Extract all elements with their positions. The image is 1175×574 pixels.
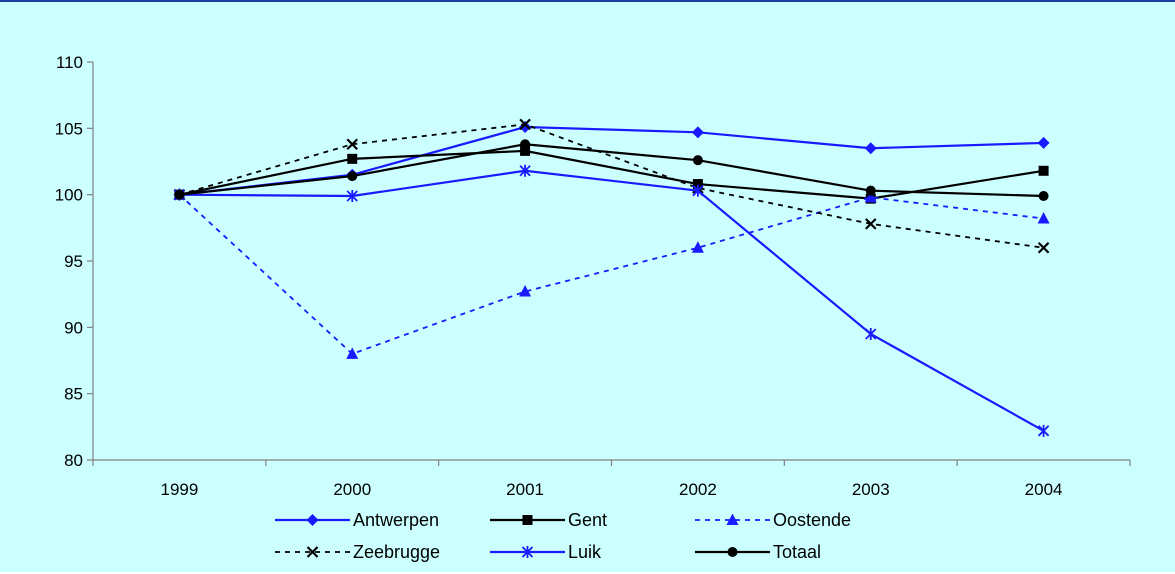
data-point-luik [692, 184, 704, 197]
series-line-zeebrugge [179, 123, 1044, 249]
data-point-oostende [519, 285, 532, 297]
legend-label-zeebrugge: Zeebrugge [353, 542, 440, 562]
data-point-zeebrugge [864, 218, 877, 230]
data-point-luik [1037, 424, 1050, 437]
data-point-totaal [520, 139, 531, 150]
legend-swatch-marker [521, 546, 534, 558]
data-point-zeebrugge [519, 118, 531, 131]
data-point-totaal [865, 185, 876, 196]
legend-label-antwerpen: Antwerpen [353, 510, 439, 530]
legend-item-gent: Gent [490, 510, 607, 530]
data-point-oostende [864, 190, 877, 203]
legend-item-zeebrugge: Zeebrugge [275, 542, 440, 562]
legend-item-luik: Luik [490, 542, 602, 562]
series-line-antwerpen [179, 125, 1044, 196]
series-line-oostende [178, 194, 1044, 355]
y-tick-label: 95 [64, 252, 83, 271]
y-tick-label: 85 [64, 385, 83, 404]
series-line-luik [179, 169, 1045, 432]
legend-label-totaal: Totaal [773, 542, 821, 562]
legend-label-gent: Gent [568, 510, 607, 530]
legend-label-oostende: Oostende [773, 510, 851, 530]
data-point-antwerpen [1037, 136, 1050, 149]
data-point-totaal [347, 171, 358, 182]
series-antwerpen [173, 121, 1050, 201]
y-tick-label: 80 [64, 451, 83, 470]
axes: 80 85 90 95 100 105 110 1999 2000 2001 2002 2003 200… [55, 53, 1131, 499]
data-point-antwerpen [691, 126, 704, 139]
data-point-gent [347, 153, 358, 164]
data-point-zeebrugge [1037, 241, 1050, 254]
data-point-oostende [1037, 212, 1050, 224]
legend-item-antwerpen: Antwerpen [275, 510, 439, 530]
x-tick-label: 2000 [333, 480, 371, 499]
x-tick-label: 2004 [1025, 480, 1063, 499]
legend-swatch-marker [306, 514, 319, 526]
series-line-gent [179, 149, 1044, 200]
series-oostende [173, 188, 1050, 359]
legend-item-oostende: Oostende [695, 510, 851, 530]
data-point-totaal [692, 155, 703, 166]
x-tick-label: 1999 [161, 480, 199, 499]
series-luik [173, 164, 1050, 437]
x-tick-label: 2002 [679, 480, 717, 499]
data-point-antwerpen [864, 142, 877, 155]
legend-swatch-marker [727, 547, 738, 557]
y-tick-label: 90 [64, 318, 83, 337]
legend-swatch-marker [726, 513, 739, 525]
data-point-luik [346, 189, 358, 202]
legend-swatch-marker [306, 546, 319, 558]
legend-label-luik: Luik [568, 542, 602, 562]
y-tick-label: 110 [56, 53, 83, 72]
series-lines [173, 118, 1050, 437]
data-point-gent [520, 145, 531, 156]
data-point-oostende [346, 347, 359, 359]
data-point-luik [865, 327, 877, 340]
series-line-totaal [179, 143, 1044, 198]
data-point-totaal [174, 189, 185, 200]
legend: Antwerpen Gent Oostende Zeebrugge Luik Totaal [275, 510, 851, 562]
x-tick-label: 2001 [506, 480, 544, 499]
data-point-gent [692, 179, 703, 190]
data-point-luik [519, 164, 531, 177]
y-tick-label: 105 [55, 119, 83, 138]
series-zeebrugge [173, 118, 1050, 254]
series-totaal [174, 139, 1049, 201]
x-tick-label: 2003 [852, 480, 890, 499]
legend-swatch-marker [522, 515, 533, 525]
legend-item-totaal: Totaal [695, 542, 821, 562]
y-tick-label: 100 [55, 186, 83, 205]
data-point-zeebrugge [346, 138, 359, 151]
data-point-totaal [1038, 190, 1049, 201]
data-point-oostende [691, 241, 704, 253]
data-point-gent [1038, 165, 1049, 176]
